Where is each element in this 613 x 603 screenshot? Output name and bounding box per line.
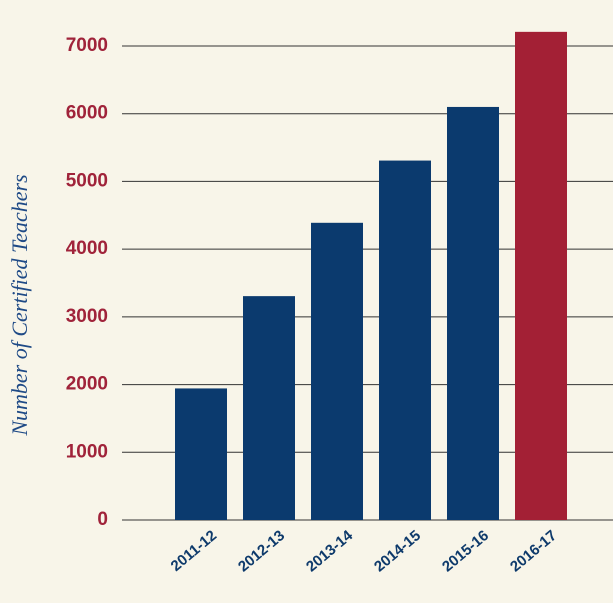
bar <box>243 296 295 520</box>
bar <box>515 31 567 520</box>
bar <box>175 388 227 520</box>
x-tick-label: 2016-17 <box>507 527 560 575</box>
y-tick-label: 1000 <box>66 441 108 462</box>
x-tick-label: 2011-12 <box>168 527 220 575</box>
y-tick-label: 5000 <box>66 170 108 191</box>
x-tick-label: 2013-14 <box>303 527 357 576</box>
y-tick-label: 4000 <box>66 238 108 259</box>
x-tick-label: 2012-13 <box>235 527 288 575</box>
bar <box>447 106 499 520</box>
bar <box>379 160 431 520</box>
y-tick-label: 2000 <box>66 374 108 395</box>
x-tick-label: 2015-16 <box>439 527 492 575</box>
y-tick-label: 0 <box>97 509 108 530</box>
y-tick-label: 3000 <box>66 306 108 327</box>
y-tick-label: 7000 <box>66 35 108 56</box>
y-axis-label: Number of Certified Teachers <box>7 174 32 436</box>
y-tick-label: 6000 <box>66 103 108 124</box>
bar <box>311 222 363 520</box>
x-tick-label: 2014-15 <box>371 527 424 575</box>
